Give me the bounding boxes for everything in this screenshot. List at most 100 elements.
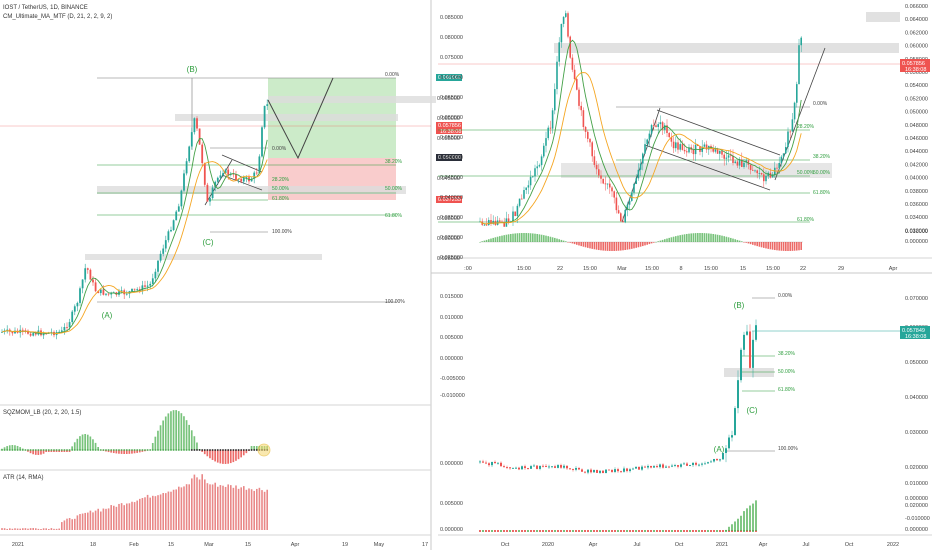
sqz-dot	[138, 449, 141, 451]
osc-bar	[532, 233, 534, 242]
atr-bar	[214, 482, 216, 530]
osc-dot	[569, 530, 571, 532]
candle	[653, 119, 655, 131]
sqz-dot	[86, 449, 89, 451]
osc-dot	[497, 530, 499, 532]
right-bottom-fib-label: 0.00%	[778, 293, 793, 299]
candle	[746, 324, 748, 336]
osc-bar	[611, 242, 613, 251]
sqz-bar	[235, 450, 237, 461]
right-top-price-tick: 0.050000	[905, 110, 928, 116]
sqz-dot	[183, 449, 185, 451]
right-top-time-tick: 15:00	[766, 266, 780, 272]
candle	[771, 172, 774, 178]
candle	[172, 219, 175, 231]
osc-bar	[694, 233, 697, 242]
osc-dot	[656, 530, 658, 532]
candle	[791, 112, 794, 132]
candle	[482, 459, 484, 464]
right-top-time-tick: 15:00	[704, 266, 718, 272]
left-time-tick: 15	[245, 542, 251, 548]
candle	[89, 268, 92, 280]
candle	[659, 463, 661, 469]
sqz-bar	[180, 413, 183, 450]
atr-bar	[110, 505, 112, 530]
sqz-bar	[34, 450, 37, 455]
candle	[581, 468, 583, 472]
sqz-dot	[6, 449, 9, 451]
candle	[763, 168, 765, 187]
sqz-bar	[81, 434, 84, 450]
atr-bar	[123, 505, 125, 530]
atr-bar	[37, 528, 40, 530]
candle	[1, 329, 3, 333]
sqz-dot	[71, 449, 74, 451]
candle	[569, 468, 571, 470]
right-top-price-tick: 0.064000	[905, 17, 928, 23]
atr-bar	[240, 487, 242, 530]
candle	[105, 293, 107, 297]
osc-bar	[620, 242, 622, 251]
right-bottom-fib-label: 100.00%	[778, 446, 798, 452]
sqz-bar	[167, 413, 170, 450]
sqz-dot	[60, 449, 63, 451]
sqz-dot	[21, 449, 24, 451]
atr-bar	[219, 485, 222, 530]
osc-dot	[509, 530, 511, 532]
right-bottom-right-tick: 0.040000	[905, 395, 928, 401]
sqz-dot	[141, 449, 144, 451]
candle	[530, 464, 532, 470]
atr-bar	[131, 501, 133, 530]
osc-dot	[716, 530, 718, 532]
sqz-dot	[1, 449, 3, 451]
osc-dot	[488, 530, 490, 532]
candle	[716, 458, 718, 461]
osc-dot	[659, 530, 661, 532]
right-bottom-time-tick: Oct	[845, 542, 854, 548]
right-bottom-time-tick: Apr	[759, 542, 768, 548]
right-bottom-right-tick: 0.030000	[905, 430, 928, 436]
osc-dot	[584, 530, 586, 532]
osc-dot	[620, 530, 622, 532]
sqz-bar	[42, 450, 45, 454]
sqz-dot	[128, 449, 131, 451]
osc-bar	[732, 238, 734, 242]
osc-bar	[545, 235, 547, 242]
right-top-time-tick: 15:00	[645, 266, 659, 272]
sqz-dot	[47, 449, 50, 451]
sqz-dot	[214, 449, 217, 451]
right-top-fib-label: 61.80%	[797, 217, 815, 223]
right-top-fib-label: 38.20%	[813, 154, 831, 160]
right-top-left-tick: 0.025000	[440, 255, 463, 261]
atr-bar	[167, 491, 170, 530]
osc-bar	[692, 233, 695, 242]
sqz-bar	[245, 450, 248, 454]
sqz-bar	[37, 450, 40, 455]
osc-dot	[614, 530, 616, 532]
candle	[780, 155, 783, 167]
osc-bar	[617, 242, 620, 251]
candle	[765, 170, 767, 185]
candle	[648, 130, 651, 146]
sqz-bar	[131, 450, 133, 454]
candle	[644, 138, 646, 155]
sqz-dot	[55, 449, 58, 451]
sqz-dot	[149, 449, 152, 451]
candle	[569, 35, 571, 59]
candle	[686, 462, 688, 466]
candle	[222, 169, 224, 178]
osc-bar	[749, 242, 752, 245]
sqz-bar	[11, 445, 14, 450]
right-bottom-wave-label: (C)	[746, 406, 757, 415]
candle	[655, 120, 657, 128]
sqz-bar	[118, 450, 120, 454]
atr-bar	[188, 484, 190, 530]
osc-bar	[534, 233, 536, 242]
left-fib-label: 61.80%	[272, 196, 290, 202]
osc-bar	[760, 242, 763, 248]
candle	[71, 310, 74, 324]
atr-bar	[27, 528, 29, 530]
osc-dot	[632, 530, 634, 532]
osc-bar	[512, 233, 514, 242]
